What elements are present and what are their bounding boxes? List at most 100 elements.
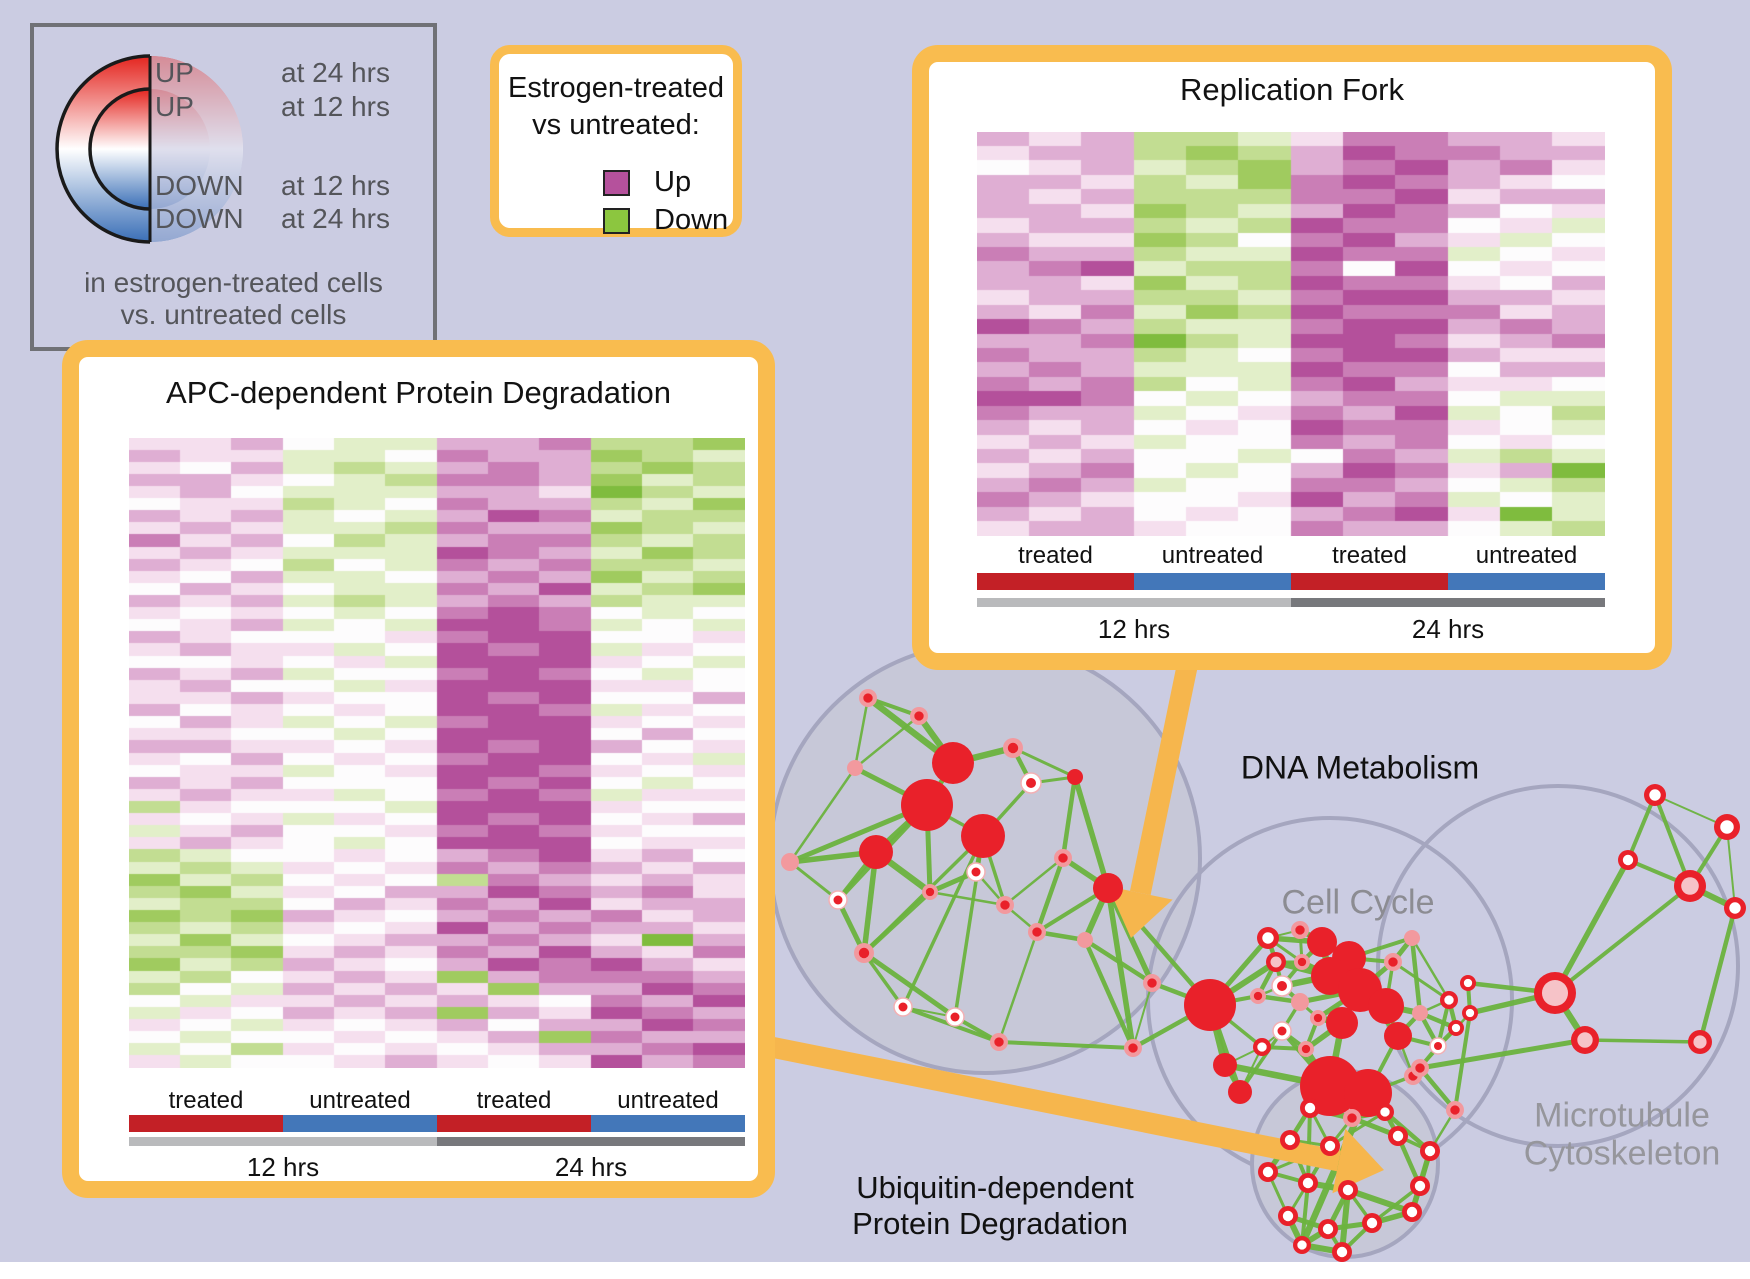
treated-bar [129, 1115, 283, 1132]
network-edge [1418, 1066, 1457, 1112]
network-node-hole [1463, 978, 1473, 988]
network-edge [998, 1040, 1134, 1050]
down-color-swatch [603, 207, 630, 234]
cluster-label-microtubule: Microtubule [1534, 1096, 1710, 1135]
untreated-bar [1134, 573, 1291, 590]
network-edge [862, 951, 905, 1009]
network-node-hole [1322, 1223, 1334, 1235]
rf-group-label: untreated [1475, 542, 1578, 569]
ring-row-word: UP [155, 91, 194, 122]
network-node-hole [1729, 902, 1741, 914]
cluster-circle-mt [1376, 784, 1740, 1148]
network-node [932, 742, 974, 784]
network-node-core [1026, 778, 1036, 788]
network-edge [1410, 937, 1451, 1001]
network-node-core [971, 867, 981, 877]
apc-panel-title: APC-dependent Protein Degradation [166, 375, 671, 410]
network-node-core [1301, 1044, 1311, 1054]
network-node-core [1577, 1032, 1593, 1048]
cluster-label-protein-degradation: Protein Degradation [852, 1206, 1128, 1241]
network-edge [853, 697, 870, 769]
network-node [1093, 873, 1123, 903]
apc-group-label: untreated [617, 1087, 719, 1114]
time-bar-12 [977, 598, 1291, 607]
ring-row-time: at 24 hrs [281, 57, 390, 88]
network-node [847, 760, 863, 776]
network-edge [1419, 1012, 1471, 1069]
network-node-core [1253, 991, 1263, 1001]
network-node-hole [1465, 1008, 1475, 1018]
network-node-core [1541, 979, 1569, 1007]
legend-item-up: Up [603, 166, 691, 199]
network-node [1412, 1005, 1428, 1021]
network-edge [854, 715, 920, 769]
network-node-core [1347, 1113, 1357, 1123]
network-node-hole [1406, 1206, 1418, 1218]
network-edge [1339, 1189, 1351, 1253]
legend-item-down: Down [603, 204, 728, 237]
network-node-core [1450, 1105, 1460, 1115]
network-edge [1409, 937, 1423, 1014]
untreated-bar [1448, 573, 1605, 590]
network-node-hole [1451, 1023, 1461, 1033]
network-edge [1329, 1110, 1386, 1148]
network-node-hole [1282, 1210, 1294, 1222]
network-node [901, 779, 953, 831]
network-node-hole [1297, 1240, 1307, 1250]
apc-heatmap [129, 438, 745, 1068]
network-node [1291, 993, 1309, 1011]
network-node-hole [1257, 1042, 1267, 1052]
network-node-core [914, 711, 924, 721]
network-edge [1060, 776, 1078, 859]
network-node-core [1000, 900, 1010, 910]
rf-24hrs-label: 24 hrs [1411, 614, 1485, 644]
network-edge [997, 931, 1039, 1043]
network-node-core [898, 1002, 908, 1012]
network-edge [1419, 1037, 1586, 1071]
cluster-label-dna-metabolism: DNA Metabolism [1240, 749, 1480, 786]
connector-arrow-head [1107, 886, 1173, 938]
rf-panel-title: Replication Fork [1180, 72, 1404, 107]
network-edge [1004, 857, 1064, 906]
network-node-core [833, 895, 843, 905]
treated-bar [437, 1115, 591, 1132]
network-edge [1553, 884, 1692, 995]
apc-group-label: untreated [309, 1087, 411, 1114]
cluster-label-ubiquitin: Ubiquitin-dependent [856, 1170, 1134, 1205]
network-edge [1726, 826, 1736, 909]
network-node [1368, 988, 1404, 1024]
network-edge [1034, 857, 1066, 933]
network-node-core [863, 693, 873, 703]
network-node-hole [1284, 1134, 1296, 1146]
network-node [1067, 769, 1083, 785]
network-node-core [1681, 877, 1699, 895]
time-bar-24 [1291, 598, 1605, 607]
treated-bar [977, 573, 1134, 590]
network-node-hole [1414, 1180, 1426, 1192]
network-node-core [1032, 927, 1042, 937]
ring-row-word: DOWN [155, 170, 244, 201]
untreated-bar [591, 1115, 745, 1132]
network-node-core [1313, 1013, 1323, 1023]
ring-row-word: UP [155, 57, 194, 88]
network-edge [1105, 887, 1136, 1049]
network-edge [1347, 1187, 1413, 1215]
rf-group-label: untreated [1161, 542, 1264, 569]
network-node [1077, 932, 1093, 948]
network-node-core [1147, 978, 1157, 988]
rf-heatmap [977, 132, 1605, 536]
time-bar-24 [437, 1137, 745, 1146]
network-node-hole [1336, 1246, 1348, 1258]
ring-legend-caption: vs. untreated cells [120, 299, 347, 330]
network-edge [1238, 1030, 1284, 1093]
updown-legend-box: Estrogen-treated vs untreated: Up Down [490, 45, 742, 237]
network-edge [1653, 794, 1692, 887]
up-color-swatch [603, 169, 630, 196]
network-node-core [1295, 925, 1305, 935]
treated-bar [1291, 573, 1448, 590]
network-edge [1012, 746, 1076, 779]
ring-row-word: DOWN [155, 203, 244, 234]
down-label: Down [654, 204, 729, 236]
